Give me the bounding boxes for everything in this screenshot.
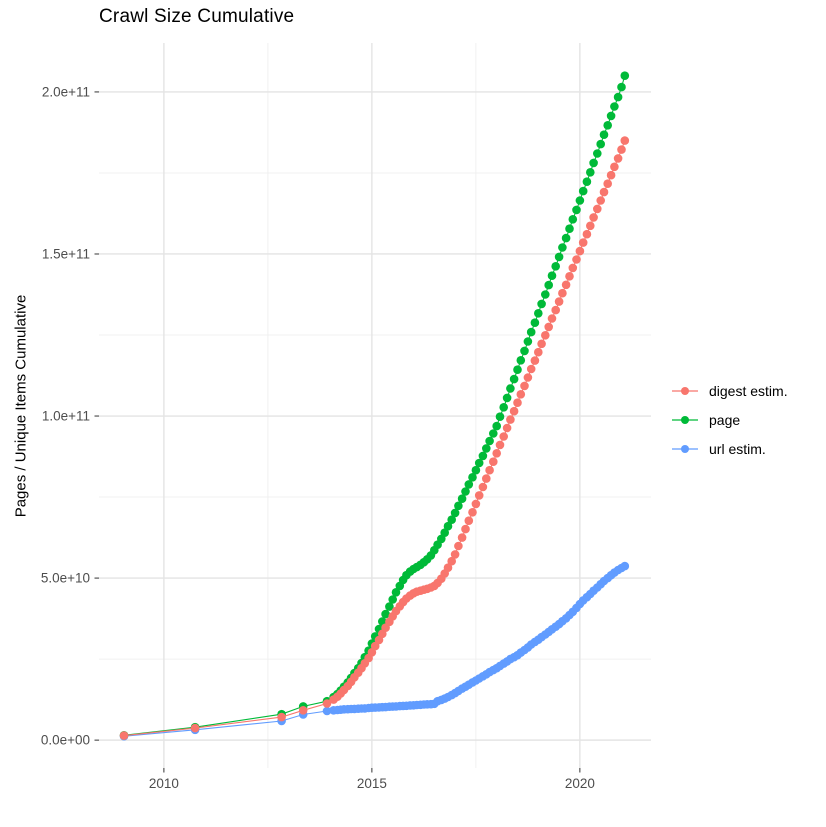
x-axis-tick-labels: 2010 2015 2020 bbox=[149, 776, 595, 791]
y-tick-label: 1.0e+11 bbox=[42, 409, 90, 424]
y-axis-tick-labels: 0.0e+00 5.0e+10 1.0e+11 1.5e+11 2.0e+11 bbox=[41, 84, 90, 747]
axis-tick-marks bbox=[94, 91, 581, 773]
y-tick-label: 5.0e+10 bbox=[41, 571, 90, 586]
legend-item-url-estim: url estim. bbox=[670, 439, 788, 458]
legend-key-line-dot-icon bbox=[672, 386, 698, 395]
legend-key-line-dot-icon bbox=[672, 415, 698, 424]
legend-label: digest estim. bbox=[709, 382, 788, 399]
legend-label: page bbox=[709, 411, 741, 428]
legend: digest estim. page url estim. bbox=[670, 381, 788, 458]
series-points-digest-estim- bbox=[119, 136, 630, 740]
chart-title: Crawl Size Cumulative bbox=[99, 6, 295, 27]
gridlines-major bbox=[99, 43, 651, 768]
y-tick-label: 0.0e+00 bbox=[41, 733, 90, 748]
y-tick-label: 2.0e+11 bbox=[42, 84, 90, 99]
legend-key-line-dot-icon bbox=[672, 444, 698, 453]
legend-item-page: page bbox=[670, 410, 788, 429]
gridlines-minor bbox=[99, 43, 651, 768]
x-tick-label: 2015 bbox=[357, 776, 387, 791]
x-tick-label: 2020 bbox=[565, 776, 595, 791]
y-tick-label: 1.5e+11 bbox=[42, 246, 90, 261]
legend-label: url estim. bbox=[709, 440, 766, 457]
series-points-url-estim- bbox=[119, 561, 630, 741]
x-tick-label: 2010 bbox=[149, 776, 179, 791]
series-points-page bbox=[119, 71, 630, 740]
legend-item-digest-estim: digest estim. bbox=[670, 381, 788, 400]
